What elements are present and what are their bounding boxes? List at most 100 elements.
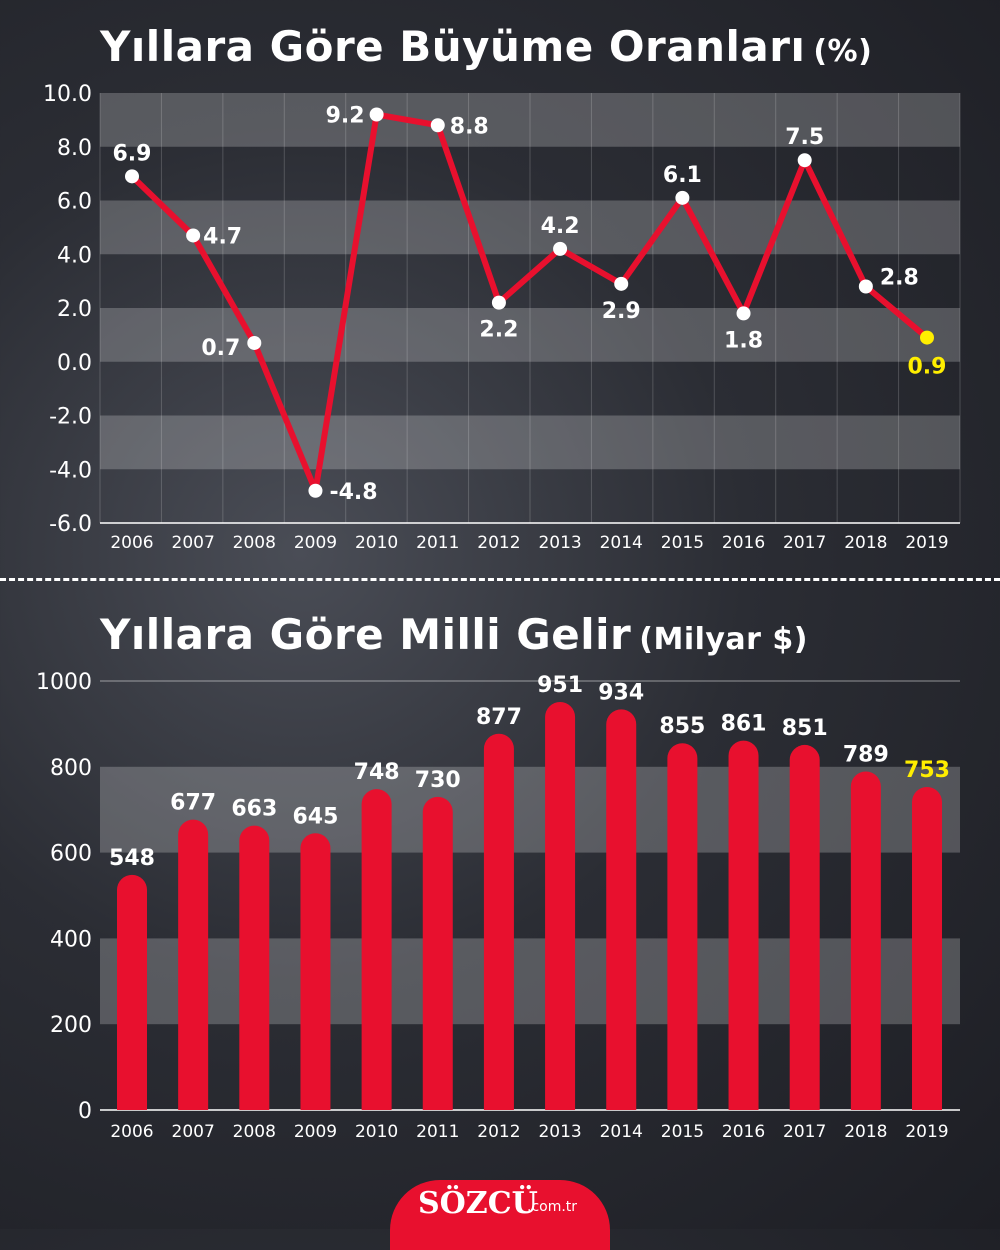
income-bar [117, 874, 147, 1110]
x-tick-label: 2014 [600, 533, 643, 553]
data-point [736, 306, 751, 321]
y-tick-label: 6.0 [57, 190, 92, 215]
income-bar [606, 709, 637, 1110]
income-bar [300, 833, 331, 1110]
x-tick-label: 2015 [661, 533, 704, 553]
data-point [247, 335, 262, 350]
data-label: 4.2 [541, 214, 580, 239]
grid-band [100, 200, 960, 255]
x-tick-label: 2006 [110, 1122, 153, 1142]
x-tick-label: 2013 [538, 533, 581, 553]
data-label: 645 [292, 804, 338, 829]
grid-band [100, 938, 960, 1025]
income-bar [667, 743, 698, 1110]
data-label: 663 [231, 797, 277, 822]
data-label: 851 [782, 716, 828, 741]
x-tick-label: 2017 [783, 1122, 826, 1142]
y-tick-label: 600 [50, 842, 92, 867]
data-label: 0.9 [908, 355, 947, 380]
x-tick-label: 2010 [355, 1122, 398, 1142]
income-bar [728, 740, 759, 1110]
brand-name: SÖZCÜ [418, 1186, 538, 1221]
x-tick-label: 2013 [538, 1122, 581, 1142]
y-tick-label: 2.0 [57, 297, 92, 322]
income-bar [850, 771, 881, 1110]
data-label: 2.2 [479, 318, 518, 343]
x-tick-label: 2007 [172, 533, 215, 553]
data-label: 951 [537, 673, 583, 698]
income-chart-title: Yıllara Göre Milli Gelir (Milyar $) [100, 610, 808, 659]
y-tick-label: -2.0 [49, 405, 92, 430]
income-bar [239, 825, 270, 1110]
data-label: 1.8 [724, 328, 763, 353]
growth-title-text: Yıllara Göre Büyüme Oranları [100, 22, 806, 71]
grid-band [100, 308, 960, 362]
y-tick-label: 4.0 [57, 243, 92, 268]
data-label: 2.8 [880, 266, 919, 291]
y-tick-label: 0 [78, 1099, 92, 1124]
y-tick-label: 200 [50, 1013, 92, 1038]
data-label: 9.2 [326, 104, 365, 129]
growth-series-line [129, 111, 929, 494]
x-tick-label: 2010 [355, 533, 398, 553]
income-bar [483, 733, 514, 1110]
data-point [369, 107, 384, 122]
x-tick-label: 2014 [600, 1122, 643, 1142]
x-tick-label: 2011 [416, 1122, 459, 1142]
income-bar [789, 744, 820, 1110]
data-label: 861 [721, 712, 767, 737]
data-point [920, 330, 934, 345]
data-point [858, 279, 873, 294]
y-tick-label: 800 [50, 756, 92, 781]
data-label: 677 [170, 791, 216, 816]
x-tick-label: 2018 [844, 533, 887, 553]
data-point [186, 228, 201, 243]
x-tick-label: 2007 [172, 1122, 215, 1142]
data-label: 877 [476, 705, 522, 730]
y-tick-label: -6.0 [49, 512, 92, 537]
data-point [553, 241, 568, 256]
grid-band [100, 766, 960, 853]
income-bar [545, 702, 576, 1110]
y-tick-label: 0.0 [57, 351, 92, 376]
data-label: 855 [659, 714, 705, 739]
y-tick-label: 10.0 [43, 82, 92, 107]
y-tick-label: 1000 [36, 670, 92, 695]
x-tick-label: 2009 [294, 533, 337, 553]
income-bar [178, 819, 209, 1110]
brand-domain: .com.tr [527, 1199, 578, 1215]
grid-band [100, 93, 960, 147]
data-label: 8.8 [450, 114, 489, 139]
data-label: 934 [598, 680, 644, 705]
grid-band [100, 415, 960, 470]
x-tick-label: 2011 [416, 533, 459, 553]
data-label: -4.8 [329, 480, 377, 505]
income-bar [361, 789, 392, 1110]
data-label: 789 [843, 743, 889, 768]
income-title-unit: (Milyar $) [639, 622, 809, 657]
x-tick-label: 2012 [477, 533, 520, 553]
data-label: 730 [415, 768, 461, 793]
x-tick-label: 2008 [233, 1122, 276, 1142]
data-point [125, 169, 139, 184]
x-tick-label: 2015 [661, 1122, 704, 1142]
data-label: 753 [904, 758, 950, 783]
data-label: 548 [109, 846, 155, 871]
x-tick-label: 2019 [905, 1122, 948, 1142]
data-label: 2.9 [602, 299, 641, 324]
x-tick-label: 2017 [783, 533, 826, 553]
data-label: 6.9 [113, 141, 152, 166]
x-tick-label: 2018 [844, 1122, 887, 1142]
x-tick-label: 2016 [722, 533, 765, 553]
y-tick-label: 400 [50, 927, 92, 952]
growth-chart-title: Yıllara Göre Büyüme Oranları (%) [100, 22, 872, 71]
x-tick-label: 2008 [233, 533, 276, 553]
income-bar [422, 796, 453, 1110]
growth-title-unit: (%) [813, 34, 873, 69]
data-point [308, 483, 323, 498]
data-label: 748 [354, 760, 400, 785]
section-divider [0, 578, 1000, 581]
income-title-text: Yıllara Göre Milli Gelir [100, 610, 632, 659]
x-tick-label: 2019 [905, 533, 948, 553]
income-bar [912, 786, 942, 1110]
